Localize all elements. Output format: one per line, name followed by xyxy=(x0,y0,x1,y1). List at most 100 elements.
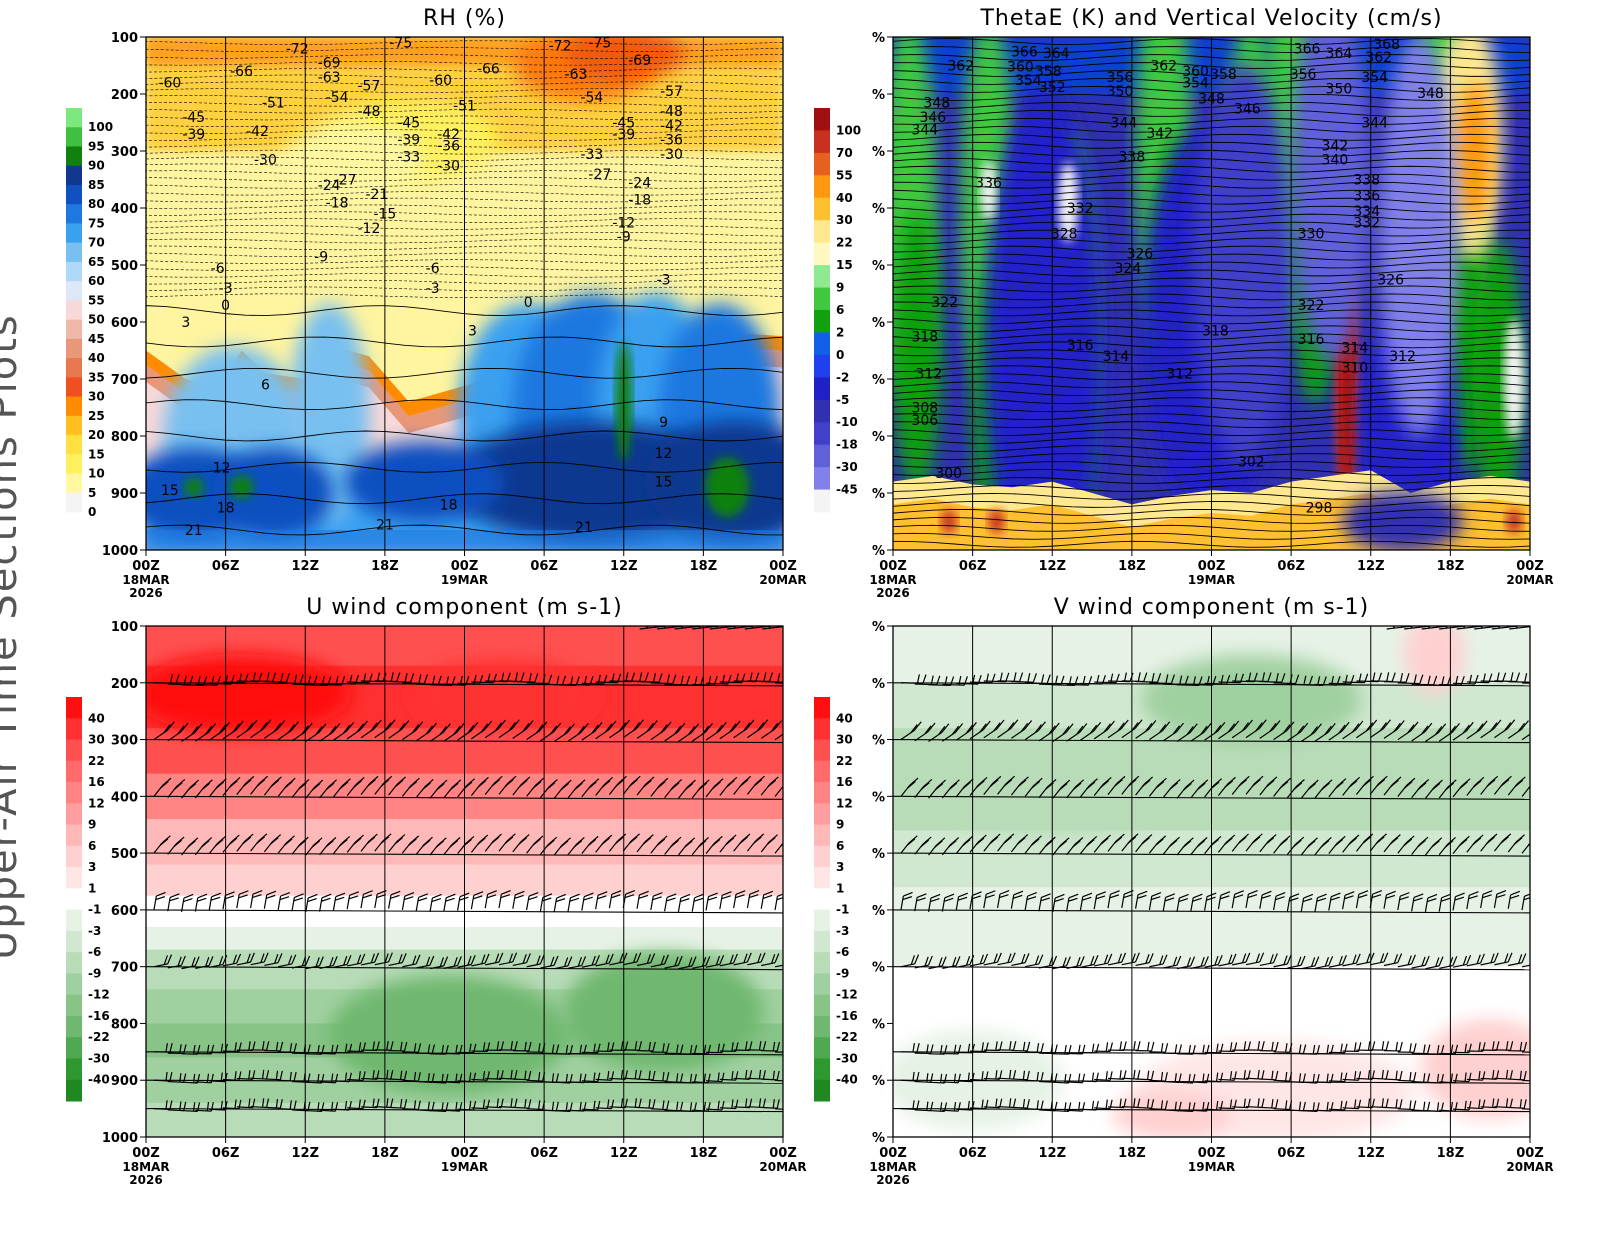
thetae-contour-label: 322 xyxy=(1298,298,1325,314)
thetae-contour-label: 364 xyxy=(1043,46,1070,62)
rh-contour-label: 18 xyxy=(440,497,458,513)
thetae-contour-label: 366 xyxy=(1294,41,1321,57)
rh-contour-label: -72 xyxy=(549,39,572,55)
rh-colorbar-swatch xyxy=(66,223,82,244)
rh-contour-label: 6 xyxy=(261,378,270,394)
rh-contour-label: -60 xyxy=(158,76,181,92)
uwind-y-tick-label: 500 xyxy=(111,847,138,862)
rh-contour-label: -42 xyxy=(660,118,683,134)
rh-contour-label: 12 xyxy=(655,446,673,462)
vwind-shaded-field xyxy=(893,626,1530,1137)
vwind-colorbar-label: 40 xyxy=(836,711,853,725)
rh-contour-label: -18 xyxy=(628,192,651,208)
rh-contour-label: -66 xyxy=(230,64,253,80)
rh-contour-label: -30 xyxy=(660,147,683,163)
rh-colorbar-swatch xyxy=(66,454,82,475)
thetae-contour-label: 298 xyxy=(1306,500,1333,516)
uwind-colorbar-label: 9 xyxy=(88,818,96,832)
thetae-contour-label: 362 xyxy=(1365,50,1392,66)
vwind-colorbar-swatch xyxy=(814,973,830,996)
thetae-contour-label: 312 xyxy=(1166,366,1193,382)
thetae-contour-label: 324 xyxy=(1115,261,1142,277)
rh-colorbar-swatch xyxy=(66,435,82,455)
rh-contour-label: 0 xyxy=(524,295,533,311)
thetae-colorbar-swatch xyxy=(814,220,830,244)
uwind-colorbar-swatch xyxy=(66,718,82,741)
thetae-x-tick-label: 06Z xyxy=(959,559,987,574)
thetae-contour-label: 332 xyxy=(1353,215,1380,231)
rh-contour-label: 12 xyxy=(213,460,231,476)
thetae-contour-label: 342 xyxy=(1322,138,1349,154)
thetae-contour-label: 316 xyxy=(1067,338,1094,354)
rh-contour-label: -12 xyxy=(358,221,381,237)
thetae-colorbar-label: 0 xyxy=(836,348,844,362)
thetae-contour-label: 346 xyxy=(919,110,946,126)
uwind-y-tick-label: 200 xyxy=(111,677,138,692)
uwind-x-tick-label: 06Z xyxy=(212,1146,240,1161)
vwind-colorbar-swatch xyxy=(814,930,830,953)
rh-contour-label: -60 xyxy=(429,73,452,89)
rh-contour-label: -69 xyxy=(628,53,651,69)
uwind-colorbar-swatch xyxy=(66,697,82,719)
vwind-y-tick-label: % xyxy=(872,677,885,692)
rh-x-tick-label: 18Z xyxy=(371,559,399,574)
rh-colorbar-swatch xyxy=(66,338,82,359)
vwind-x-tick-label: 12Z xyxy=(1357,1146,1385,1161)
vwind-x-tick-label: 00Z xyxy=(879,1146,907,1161)
vwind-colorbar-label: 6 xyxy=(836,839,844,853)
rh-colorbar-label: 5 xyxy=(88,486,96,500)
rh-x-tick-label: 00Z xyxy=(132,559,160,574)
rh-contour-label: 15 xyxy=(655,475,673,491)
rh-contour-label: -36 xyxy=(660,133,683,149)
vwind-y-tick-label: % xyxy=(872,620,885,635)
rh-date-label: 18MAR xyxy=(122,573,169,587)
rh-contour-label: -33 xyxy=(397,150,420,166)
rh-colorbar-label: 15 xyxy=(88,447,105,461)
rh-contour-label: -30 xyxy=(254,153,277,169)
thetae-colorbar-swatch xyxy=(814,130,830,154)
thetae-contour-label: 336 xyxy=(1353,188,1380,204)
thetae-y-tick-label: % xyxy=(872,88,885,103)
thetae-colorbar-label: 2 xyxy=(836,325,844,339)
thetae-contour-label: 338 xyxy=(1353,173,1380,189)
rh-panel: -60-66-72-69-75-63-57-54-48-51-45-39 -42-… xyxy=(66,6,807,600)
vwind-colorbar-swatch xyxy=(814,824,830,847)
rh-colorbar-swatch xyxy=(66,377,82,398)
thetae-contour-label: 332 xyxy=(1067,201,1094,217)
uwind-colorbar-label: 12 xyxy=(88,796,105,810)
thetae-y-tick-label: % xyxy=(872,31,885,46)
vwind-x-tick-label: 18Z xyxy=(1118,1146,1146,1161)
uwind-colorbar-label: -16 xyxy=(88,1009,110,1023)
thetae-contour-label: 322 xyxy=(931,295,958,311)
rh-contour-label: -66 xyxy=(477,61,500,77)
rh-contour-label: 9 xyxy=(659,415,668,431)
rh-contour-label: -42 xyxy=(246,124,269,140)
uwind-colorbar-label: 16 xyxy=(88,775,105,789)
uwind-colorbar-swatch xyxy=(66,952,82,974)
thetae-contour-label: 350 xyxy=(1107,84,1134,100)
rh-colorbar-label: 45 xyxy=(88,332,105,346)
uwind-x-tick-label: 00Z xyxy=(132,1146,160,1161)
rh-colorbar-label: 95 xyxy=(88,139,105,153)
vwind-colorbar-label: -30 xyxy=(836,1051,858,1065)
thetae-contour-label: 340 xyxy=(1322,153,1349,169)
rh-colorbar-label: 55 xyxy=(88,293,105,307)
rh-contour-label: -9 xyxy=(314,249,328,265)
rh-colorbar-label: 0 xyxy=(88,505,96,519)
thetae-contour-label: 302 xyxy=(1238,455,1265,471)
uwind-y-tick-label: 600 xyxy=(111,904,138,919)
rh-colorbar-swatch xyxy=(66,396,82,417)
thetae-contour-label: 354 xyxy=(1015,73,1042,89)
vwind-colorbar-swatch xyxy=(814,888,830,911)
uwind-colorbar-label: 22 xyxy=(88,754,105,768)
rh-colorbar-swatch xyxy=(66,261,82,282)
rh-contour-label: -45 xyxy=(397,116,420,132)
thetae-x-tick-label: 00Z xyxy=(1198,559,1226,574)
uwind-colorbar-swatch xyxy=(66,930,82,953)
uwind-colorbar-swatch xyxy=(66,845,82,868)
rh-colorbar-label: 20 xyxy=(88,428,105,442)
rh-x-tick-label: 06Z xyxy=(530,559,558,574)
vwind-panel: V wind component (m s-1)%%%%%%%%%%00Z 06Z… xyxy=(814,595,1554,1187)
uwind-shaded-field xyxy=(146,626,783,1137)
